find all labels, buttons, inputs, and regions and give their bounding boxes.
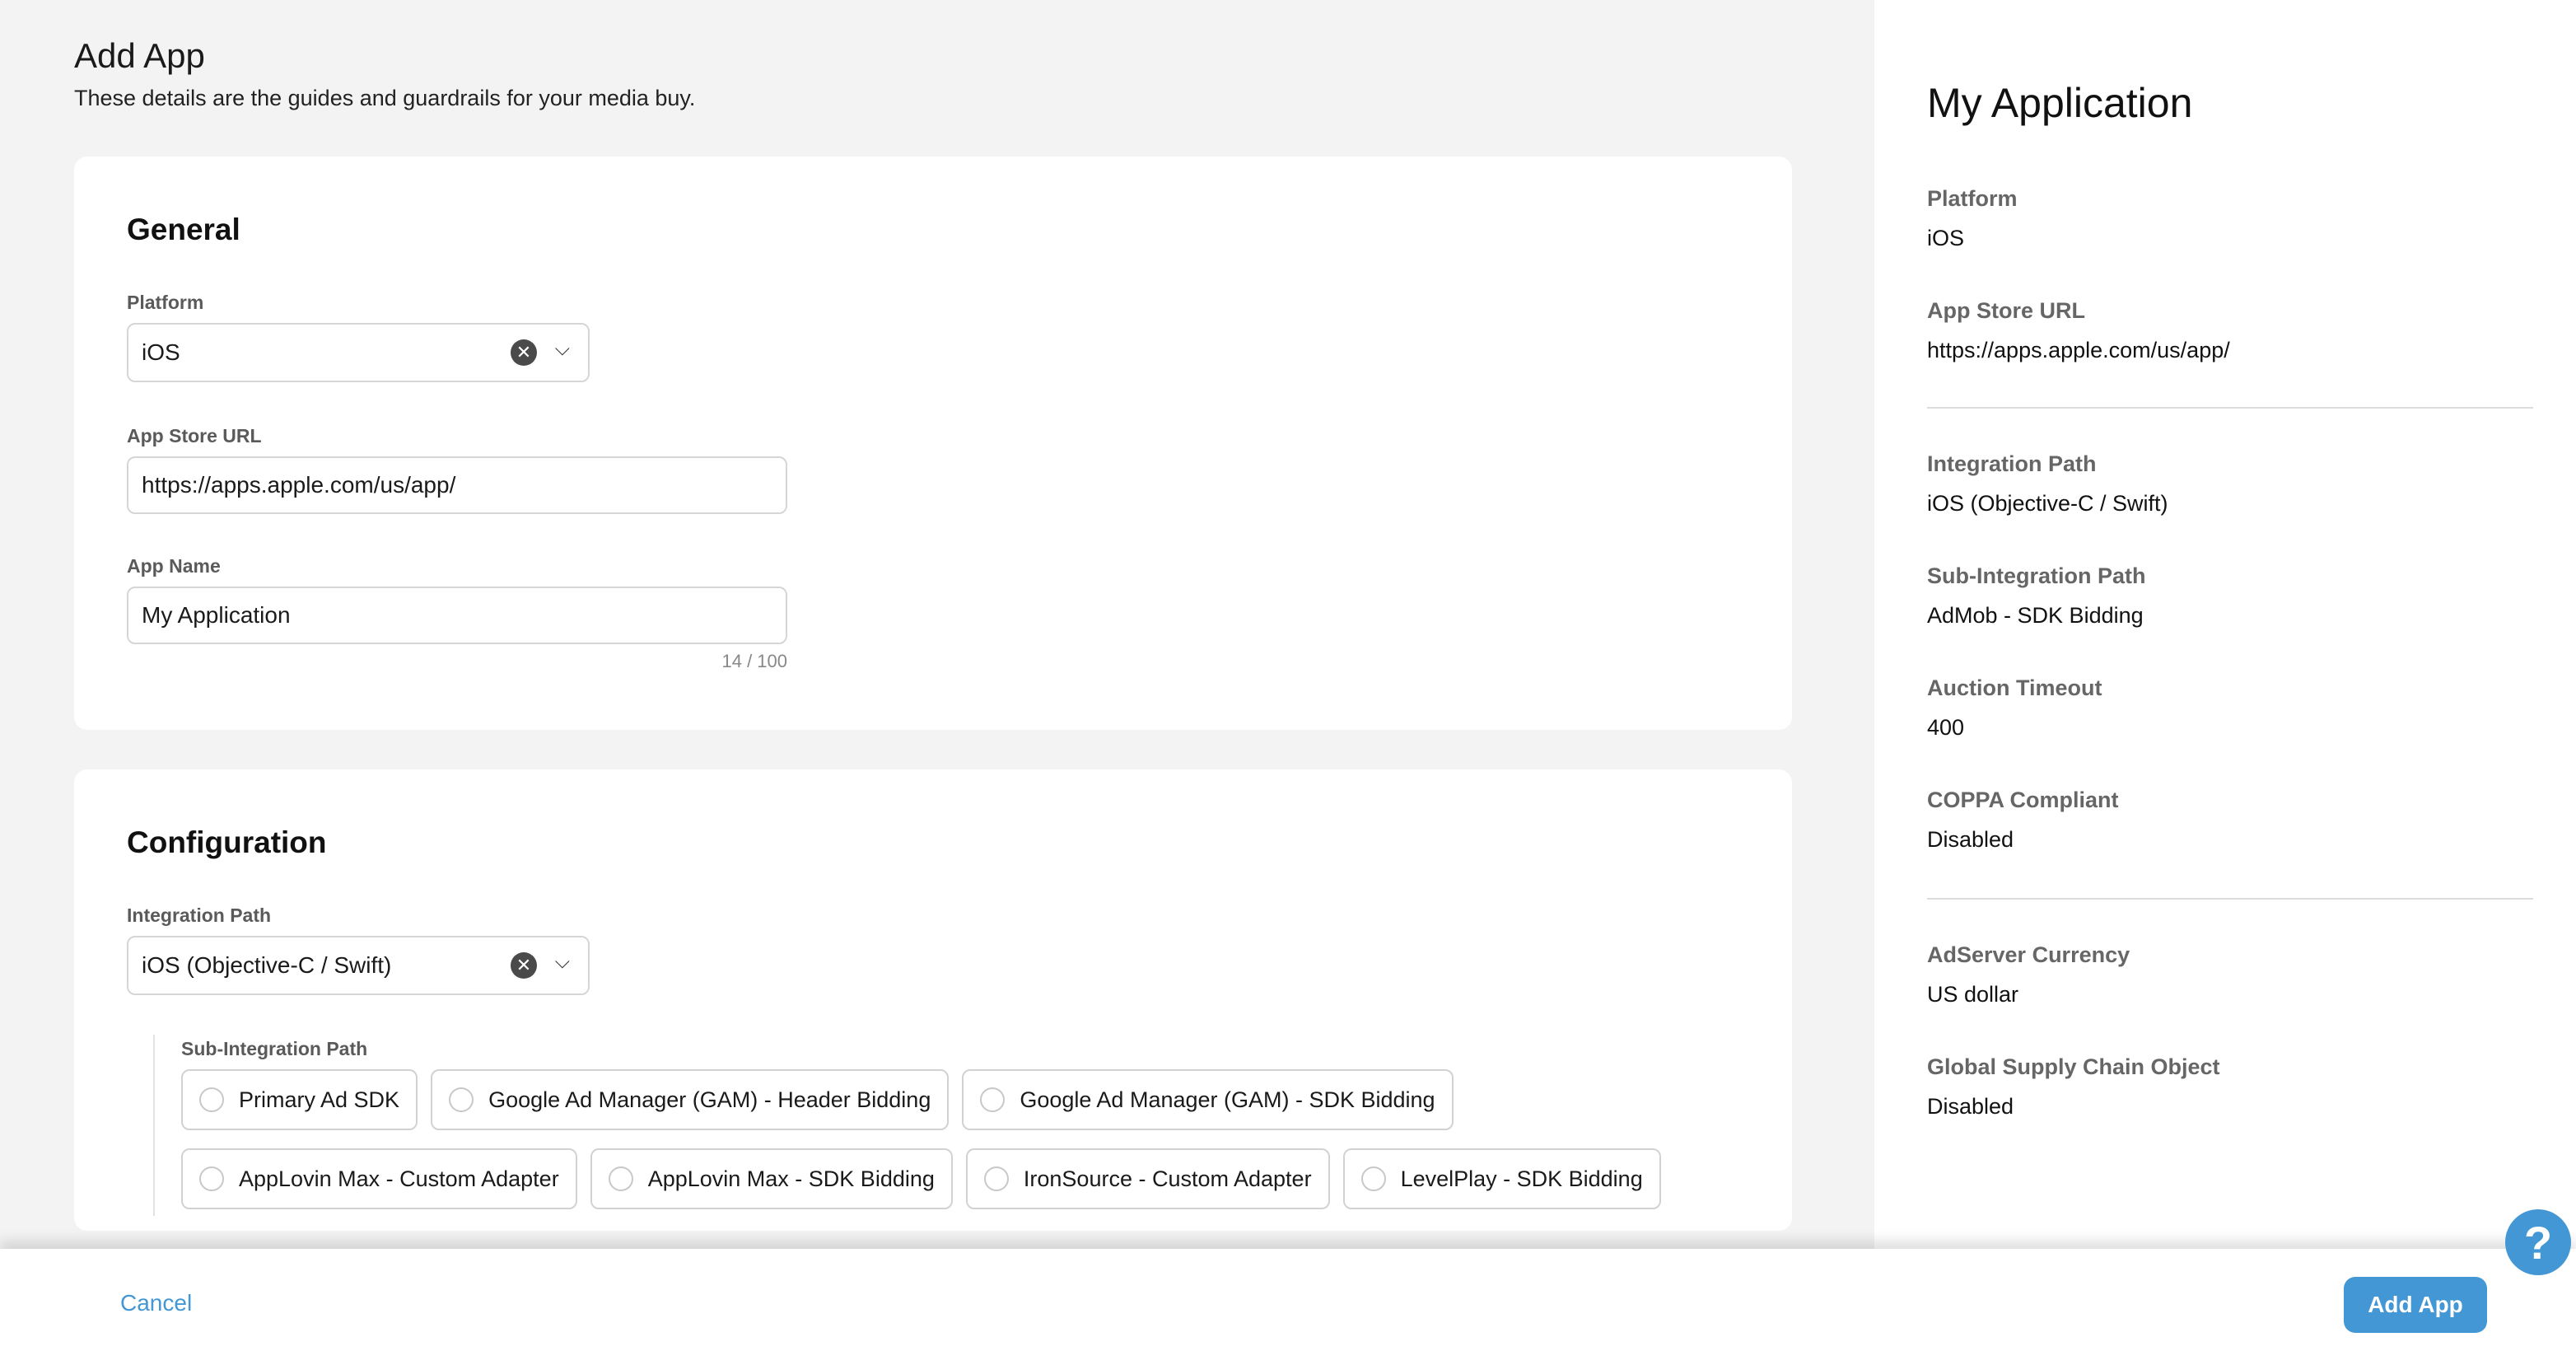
footer-bar	[0, 1249, 2576, 1351]
summary-label: Auction Timeout	[1927, 676, 2102, 700]
help-icon[interactable]: ?	[2505, 1209, 2571, 1275]
divider	[1927, 898, 2533, 900]
summary-label: Sub-Integration Path	[1927, 563, 2146, 588]
url-value: https://apps.apple.com/us/app/	[142, 472, 456, 498]
add-app-button[interactable]: Add App	[2344, 1277, 2487, 1333]
clear-icon[interactable]: ✕	[511, 952, 537, 979]
radio-option[interactable]: Google Ad Manager (GAM) - SDK Bidding	[962, 1069, 1454, 1130]
chevron-down-icon[interactable]: ⌵	[554, 951, 570, 973]
name-value: My Application	[142, 602, 291, 628]
platform-select[interactable]: iOS ✕ ⌵	[127, 323, 590, 382]
char-counter: 14 / 100	[721, 651, 787, 671]
radio-label: LevelPlay - SDK Bidding	[1400, 1166, 1643, 1191]
platform-value: iOS	[142, 339, 180, 365]
integration-label: Integration Path	[127, 905, 272, 926]
summary-label: App Store URL	[1927, 298, 2085, 323]
sub-integration-row-1: Primary Ad SDK Google Ad Manager (GAM) -…	[181, 1069, 1454, 1130]
radio-label: AppLovin Max - Custom Adapter	[239, 1166, 559, 1191]
page-title: Add App	[74, 36, 205, 75]
sub-integration-label: Sub-Integration Path	[181, 1038, 368, 1059]
radio-option[interactable]: IronSource - Custom Adapter	[965, 1148, 1330, 1209]
integration-value: iOS (Objective-C / Swift)	[142, 952, 392, 978]
radio-icon	[980, 1087, 1006, 1112]
radio-icon	[983, 1166, 1009, 1191]
summary-label: Integration Path	[1927, 451, 2097, 476]
configuration-title: Configuration	[127, 825, 327, 859]
radio-label: Google Ad Manager (GAM) - Header Bidding	[488, 1087, 931, 1112]
summary-value: iOS (Objective-C / Swift)	[1927, 491, 2168, 516]
chevron-down-icon[interactable]: ⌵	[554, 338, 570, 360]
add-app-label: Add App	[2368, 1292, 2463, 1317]
radio-icon	[199, 1166, 224, 1191]
summary-value: Disabled	[1927, 827, 2014, 852]
summary-value: iOS	[1927, 226, 1965, 250]
summary-label: COPPA Compliant	[1927, 788, 2119, 812]
url-label: App Store URL	[127, 425, 262, 446]
summary-panel	[1874, 0, 2576, 1249]
general-title: General	[127, 213, 240, 246]
summary-title: My Application	[1927, 80, 2193, 126]
app-store-url-input[interactable]: https://apps.apple.com/us/app/	[127, 456, 787, 514]
integration-select[interactable]: iOS (Objective-C / Swift) ✕ ⌵	[127, 936, 590, 995]
sub-integration-row-2: AppLovin Max - Custom Adapter AppLovin M…	[181, 1148, 1661, 1209]
summary-label: Global Supply Chain Object	[1927, 1054, 2220, 1079]
indent-line	[153, 1035, 155, 1216]
summary-value: Disabled	[1927, 1094, 2014, 1119]
page-subtitle: These details are the guides and guardra…	[74, 86, 696, 110]
radio-label: Primary Ad SDK	[239, 1087, 400, 1112]
radio-icon	[608, 1166, 633, 1191]
summary-value: US dollar	[1927, 982, 2019, 1007]
radio-option[interactable]: AppLovin Max - SDK Bidding	[590, 1148, 953, 1209]
cancel-button[interactable]: Cancel	[120, 1290, 193, 1316]
summary-label: Platform	[1927, 186, 2018, 211]
summary-value: https://apps.apple.com/us/app/	[1927, 338, 2230, 362]
clear-icon[interactable]: ✕	[511, 339, 537, 366]
radio-option[interactable]: LevelPlay - SDK Bidding	[1342, 1148, 1661, 1209]
radio-option[interactable]: AppLovin Max - Custom Adapter	[181, 1148, 577, 1209]
platform-label: Platform	[127, 292, 204, 313]
radio-label: IronSource - Custom Adapter	[1023, 1166, 1312, 1191]
summary-value: AdMob - SDK Bidding	[1927, 603, 2144, 628]
radio-option[interactable]: Primary Ad SDK	[181, 1069, 418, 1130]
radio-icon	[1360, 1166, 1386, 1191]
summary-value: 400	[1927, 715, 1965, 740]
app-name-input[interactable]: My Application	[127, 587, 787, 644]
summary-label: AdServer Currency	[1927, 942, 2130, 967]
radio-label: AppLovin Max - SDK Bidding	[647, 1166, 935, 1191]
radio-icon	[199, 1087, 224, 1112]
radio-label: Google Ad Manager (GAM) - SDK Bidding	[1020, 1087, 1435, 1112]
name-label: App Name	[127, 555, 221, 577]
radio-icon	[449, 1087, 474, 1112]
divider	[1927, 407, 2533, 409]
radio-option[interactable]: Google Ad Manager (GAM) - Header Bidding	[431, 1069, 950, 1130]
